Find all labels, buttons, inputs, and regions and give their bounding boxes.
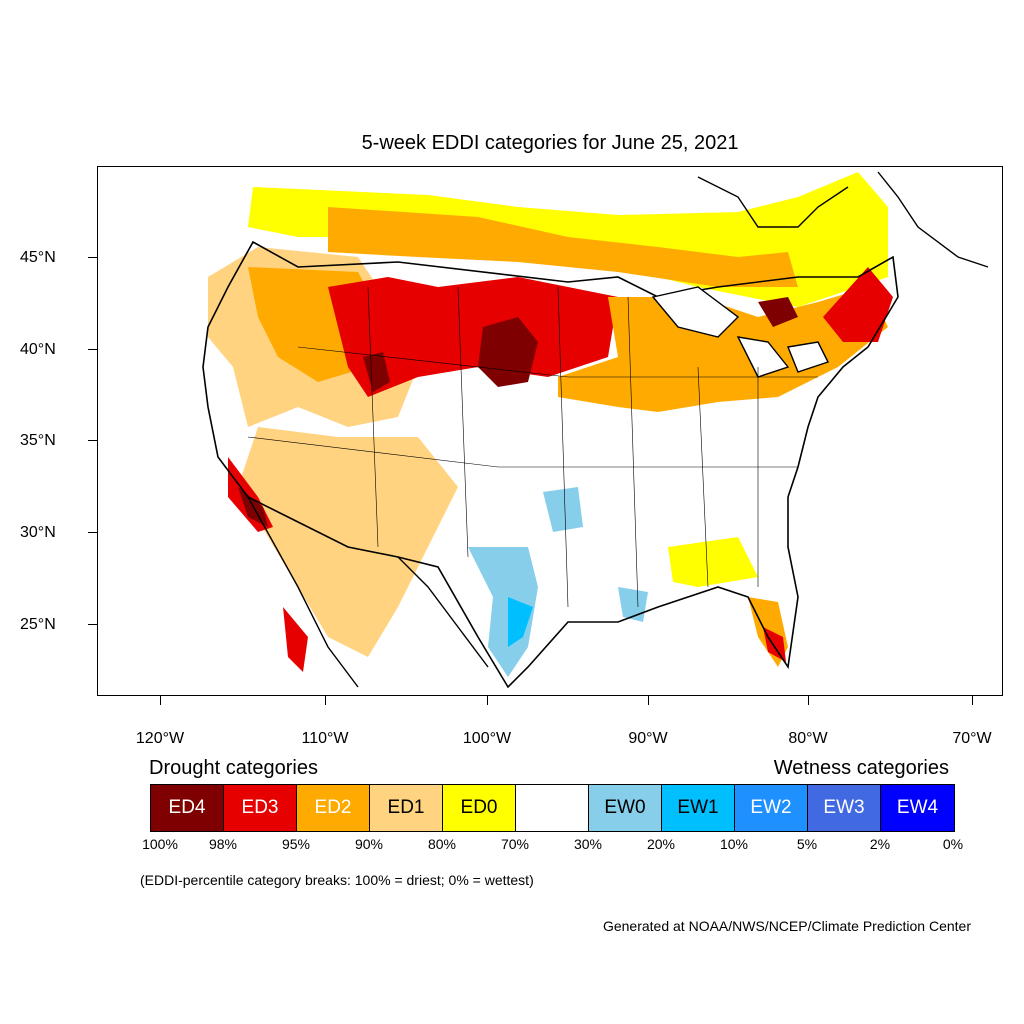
break-label: 70% bbox=[500, 836, 530, 852]
legend-box-ed0: ED0 bbox=[443, 785, 516, 831]
lat-tick bbox=[88, 624, 97, 625]
lat-tick bbox=[88, 532, 97, 533]
category-legend: ED4 ED3 ED2 ED1 ED0 EW0 EW1 EW2 EW3 EW4 bbox=[150, 784, 955, 832]
credit-line: Generated at NOAA/NWS/NCEP/Climate Predi… bbox=[602, 918, 971, 934]
lon-tick bbox=[972, 696, 973, 705]
break-label: 2% bbox=[869, 836, 891, 852]
lon-tick bbox=[487, 696, 488, 705]
region-ontario-ed4 bbox=[758, 297, 798, 327]
region-ok-ew0 bbox=[543, 487, 583, 532]
lat-tick bbox=[88, 440, 97, 441]
region-sw-ed1 bbox=[238, 427, 458, 657]
region-tx-ew1 bbox=[508, 597, 533, 647]
eddi-map bbox=[202, 171, 989, 689]
break-label: 10% bbox=[719, 836, 749, 852]
lat-label-30: 30°N bbox=[20, 524, 56, 541]
break-label: 90% bbox=[354, 836, 384, 852]
region-north-ed2 bbox=[328, 207, 798, 287]
legend-box-ed1: ED1 bbox=[370, 785, 443, 831]
lat-label-45: 45°N bbox=[20, 249, 56, 266]
region-se-ed0 bbox=[668, 537, 758, 587]
drought-heading: Drought categories bbox=[149, 757, 318, 779]
map-panel bbox=[97, 166, 1003, 696]
break-label: 98% bbox=[208, 836, 238, 852]
lat-tick bbox=[88, 257, 97, 258]
legend-box-ew1: EW1 bbox=[662, 785, 735, 831]
region-baja-ed3 bbox=[283, 607, 308, 672]
mexico-outline bbox=[247, 496, 489, 688]
canada-coast bbox=[697, 171, 989, 268]
legend-box-ed3: ED3 bbox=[224, 785, 297, 831]
lon-tick bbox=[325, 696, 326, 705]
region-ne-ed3 bbox=[823, 267, 893, 342]
break-label: 95% bbox=[281, 836, 311, 852]
legend-box-ew3: EW3 bbox=[808, 785, 881, 831]
legend-box-ew2: EW2 bbox=[735, 785, 808, 831]
legend-box-ew4: EW4 bbox=[881, 785, 954, 831]
map-title: 5-week EDDI categories for June 25, 2021 bbox=[361, 132, 739, 154]
break-label: 30% bbox=[573, 836, 603, 852]
lon-label-70: 70°W bbox=[952, 730, 992, 747]
lat-label-40: 40°N bbox=[20, 341, 56, 358]
lat-label-25: 25°N bbox=[20, 616, 56, 633]
category-note: (EDDI-percentile category breaks: 100% =… bbox=[140, 872, 534, 888]
lat-tick bbox=[88, 349, 97, 350]
legend-box-neutral bbox=[516, 785, 589, 831]
lon-label-100: 100°W bbox=[462, 730, 512, 747]
lon-label-90: 90°W bbox=[628, 730, 668, 747]
legend-box-ed2: ED2 bbox=[297, 785, 370, 831]
region-tx-ew0 bbox=[468, 547, 538, 677]
region-midwest-ed2 bbox=[558, 287, 888, 412]
lon-label-80: 80°W bbox=[788, 730, 828, 747]
lon-tick bbox=[808, 696, 809, 705]
state-borders bbox=[247, 286, 818, 608]
legend-box-ed4: ED4 bbox=[151, 785, 224, 831]
break-label: 0% bbox=[942, 836, 964, 852]
us-outline bbox=[202, 240, 899, 689]
region-fl-ed3 bbox=[763, 627, 786, 662]
wetness-heading: Wetness categories bbox=[773, 757, 949, 779]
lon-label-110: 110°W bbox=[301, 730, 349, 747]
break-label: 100% bbox=[142, 836, 178, 852]
break-label: 80% bbox=[427, 836, 457, 852]
great-lakes bbox=[651, 286, 829, 378]
legend-box-ew0: EW0 bbox=[589, 785, 662, 831]
break-label: 20% bbox=[646, 836, 676, 852]
lon-tick bbox=[648, 696, 649, 705]
lat-label-35: 35°N bbox=[20, 432, 56, 449]
lon-label-120: 120°W bbox=[135, 730, 185, 747]
break-label: 5% bbox=[796, 836, 818, 852]
region-plains-ed4 bbox=[478, 317, 538, 387]
region-plains-ed3 bbox=[328, 277, 618, 397]
lon-tick bbox=[160, 696, 161, 705]
region-wy-ed4 bbox=[363, 352, 390, 392]
